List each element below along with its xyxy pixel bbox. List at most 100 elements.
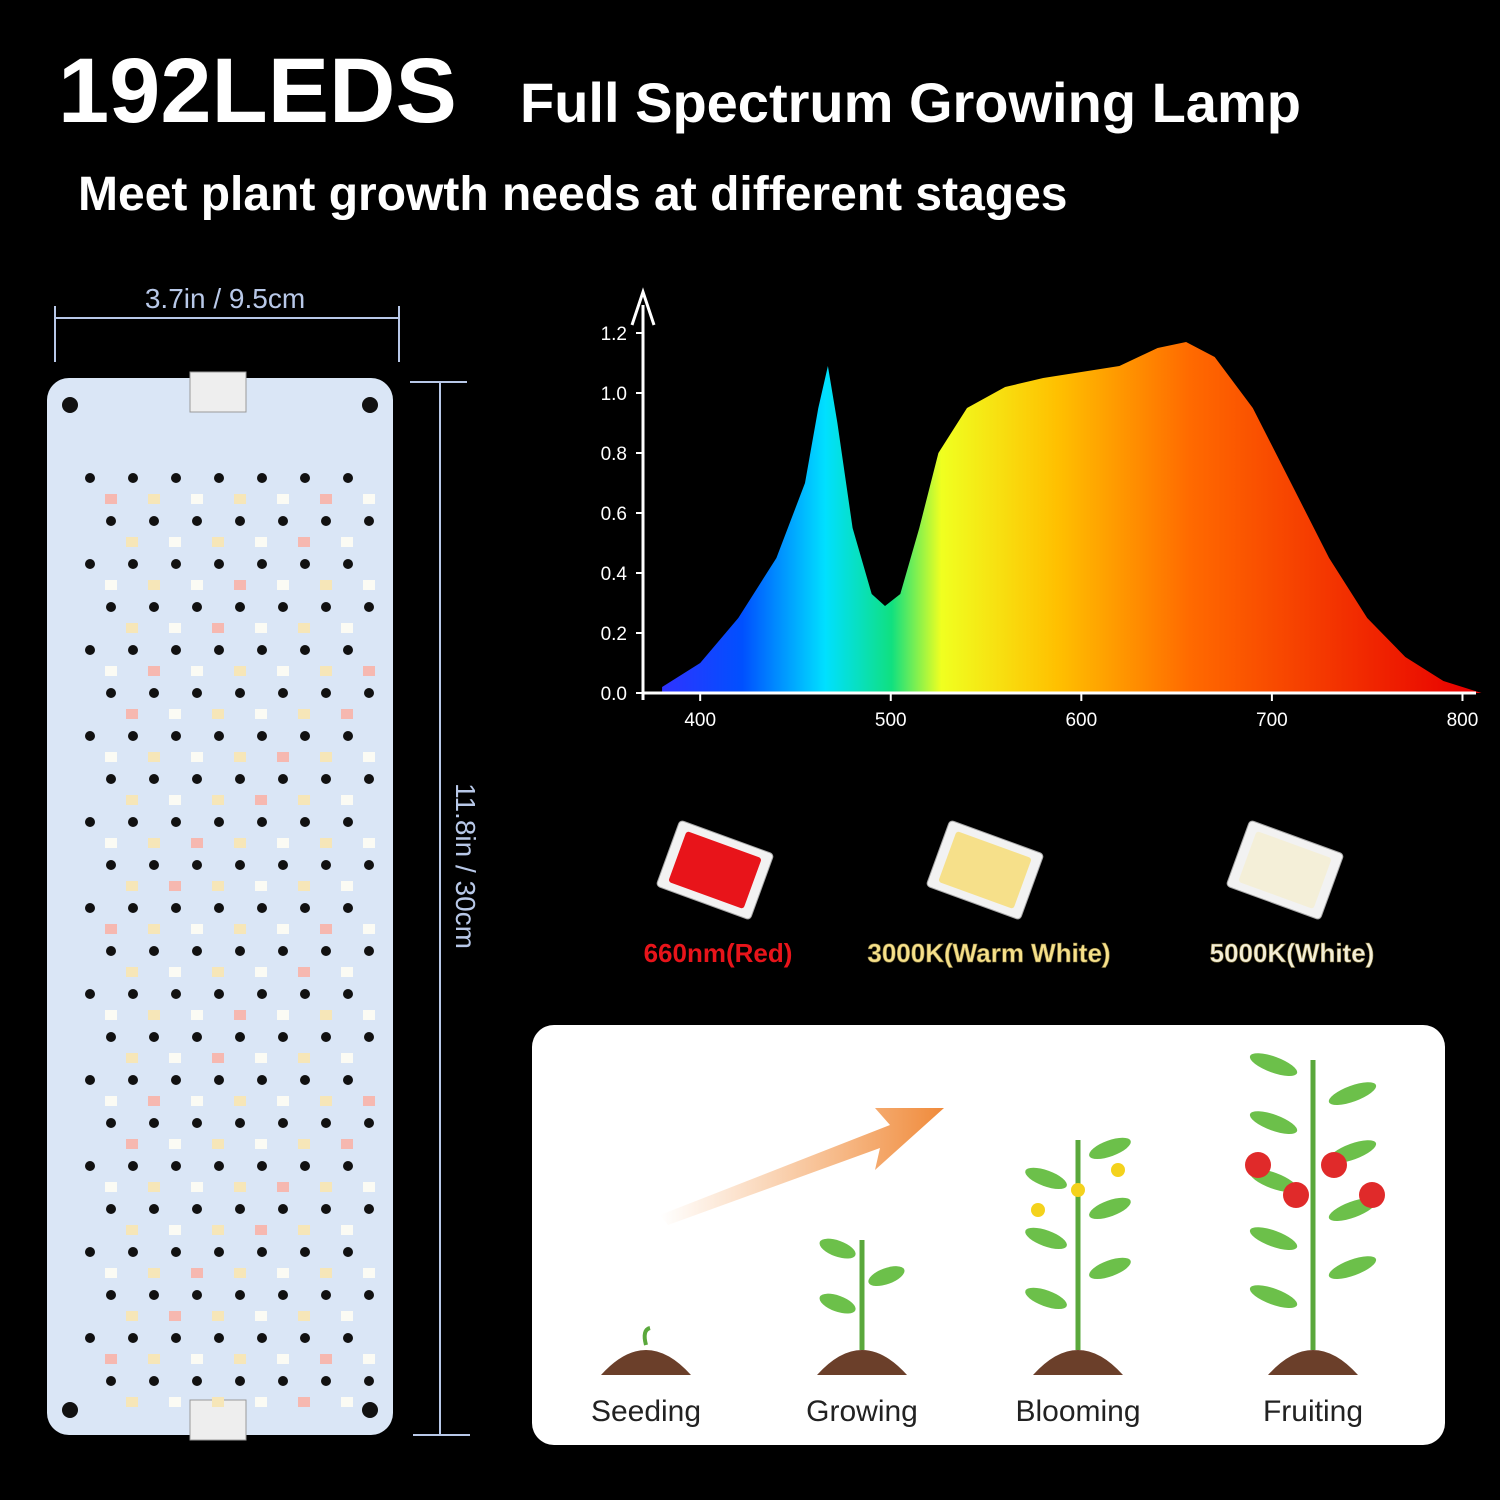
led [255,537,267,547]
led [212,1053,224,1063]
hole [321,1204,331,1214]
led [105,580,117,590]
hole [321,602,331,612]
led [255,709,267,719]
hole [85,473,95,483]
hole [321,860,331,870]
led [341,537,353,547]
led [148,666,160,676]
soil [1268,1350,1358,1375]
led [169,795,181,805]
led [212,1311,224,1321]
hole [364,860,374,870]
hole [149,774,159,784]
hole [149,688,159,698]
led [105,838,117,848]
led [148,752,160,762]
hole [106,602,116,612]
hole [343,645,353,655]
hole [300,903,310,913]
led [148,1010,160,1020]
led [255,1397,267,1407]
led [212,795,224,805]
hole [300,731,310,741]
hole [149,602,159,612]
led [363,580,375,590]
hole [364,1376,374,1386]
leaf [1249,1053,1298,1077]
leaf [1249,1285,1298,1309]
led [212,881,224,891]
soil [601,1350,691,1375]
hole [192,860,202,870]
hole [278,1118,288,1128]
led [363,1096,375,1106]
led [363,494,375,504]
hole [257,473,267,483]
hole [85,645,95,655]
led [191,666,203,676]
led [148,924,160,934]
led [169,709,181,719]
led [105,1182,117,1192]
hole [85,1161,95,1171]
led [341,1053,353,1063]
led [255,795,267,805]
hole [171,989,181,999]
stages-card [532,1025,1445,1445]
dimension-lines [54,306,470,1436]
hole [106,774,116,784]
hole [214,989,224,999]
hole [106,1204,116,1214]
led [169,1311,181,1321]
soil [1033,1350,1123,1375]
fruit [1283,1182,1309,1208]
hole [257,1247,267,1257]
led [277,924,289,934]
hole [364,602,374,612]
hole [257,645,267,655]
led-chip-face [669,831,761,909]
led [126,1225,138,1235]
y-tick-label: 0.0 [601,684,627,705]
soil [817,1350,907,1375]
led [341,881,353,891]
hole [85,817,95,827]
led-chip-face [939,831,1031,909]
mount-hole [362,1402,378,1418]
hole [257,559,267,569]
led [277,1010,289,1020]
hole [85,989,95,999]
hole [192,1118,202,1128]
led [341,1139,353,1149]
hole [128,473,138,483]
led [277,494,289,504]
hole [364,946,374,956]
led [234,752,246,762]
led-board [47,371,393,1441]
hole [192,602,202,612]
hole [343,1333,353,1343]
y-tick-label: 0.4 [601,564,628,585]
hole [214,645,224,655]
hole [171,903,181,913]
hole [343,731,353,741]
hole [300,1247,310,1257]
led [148,1096,160,1106]
hole [278,1376,288,1386]
mount-hole [62,397,78,413]
hole [364,1032,374,1042]
hole [106,946,116,956]
led [320,838,332,848]
led [126,881,138,891]
led [255,881,267,891]
hole [106,688,116,698]
led [148,838,160,848]
leaf [1025,1167,1067,1190]
led [105,494,117,504]
hole [321,516,331,526]
led [126,795,138,805]
hole [149,860,159,870]
